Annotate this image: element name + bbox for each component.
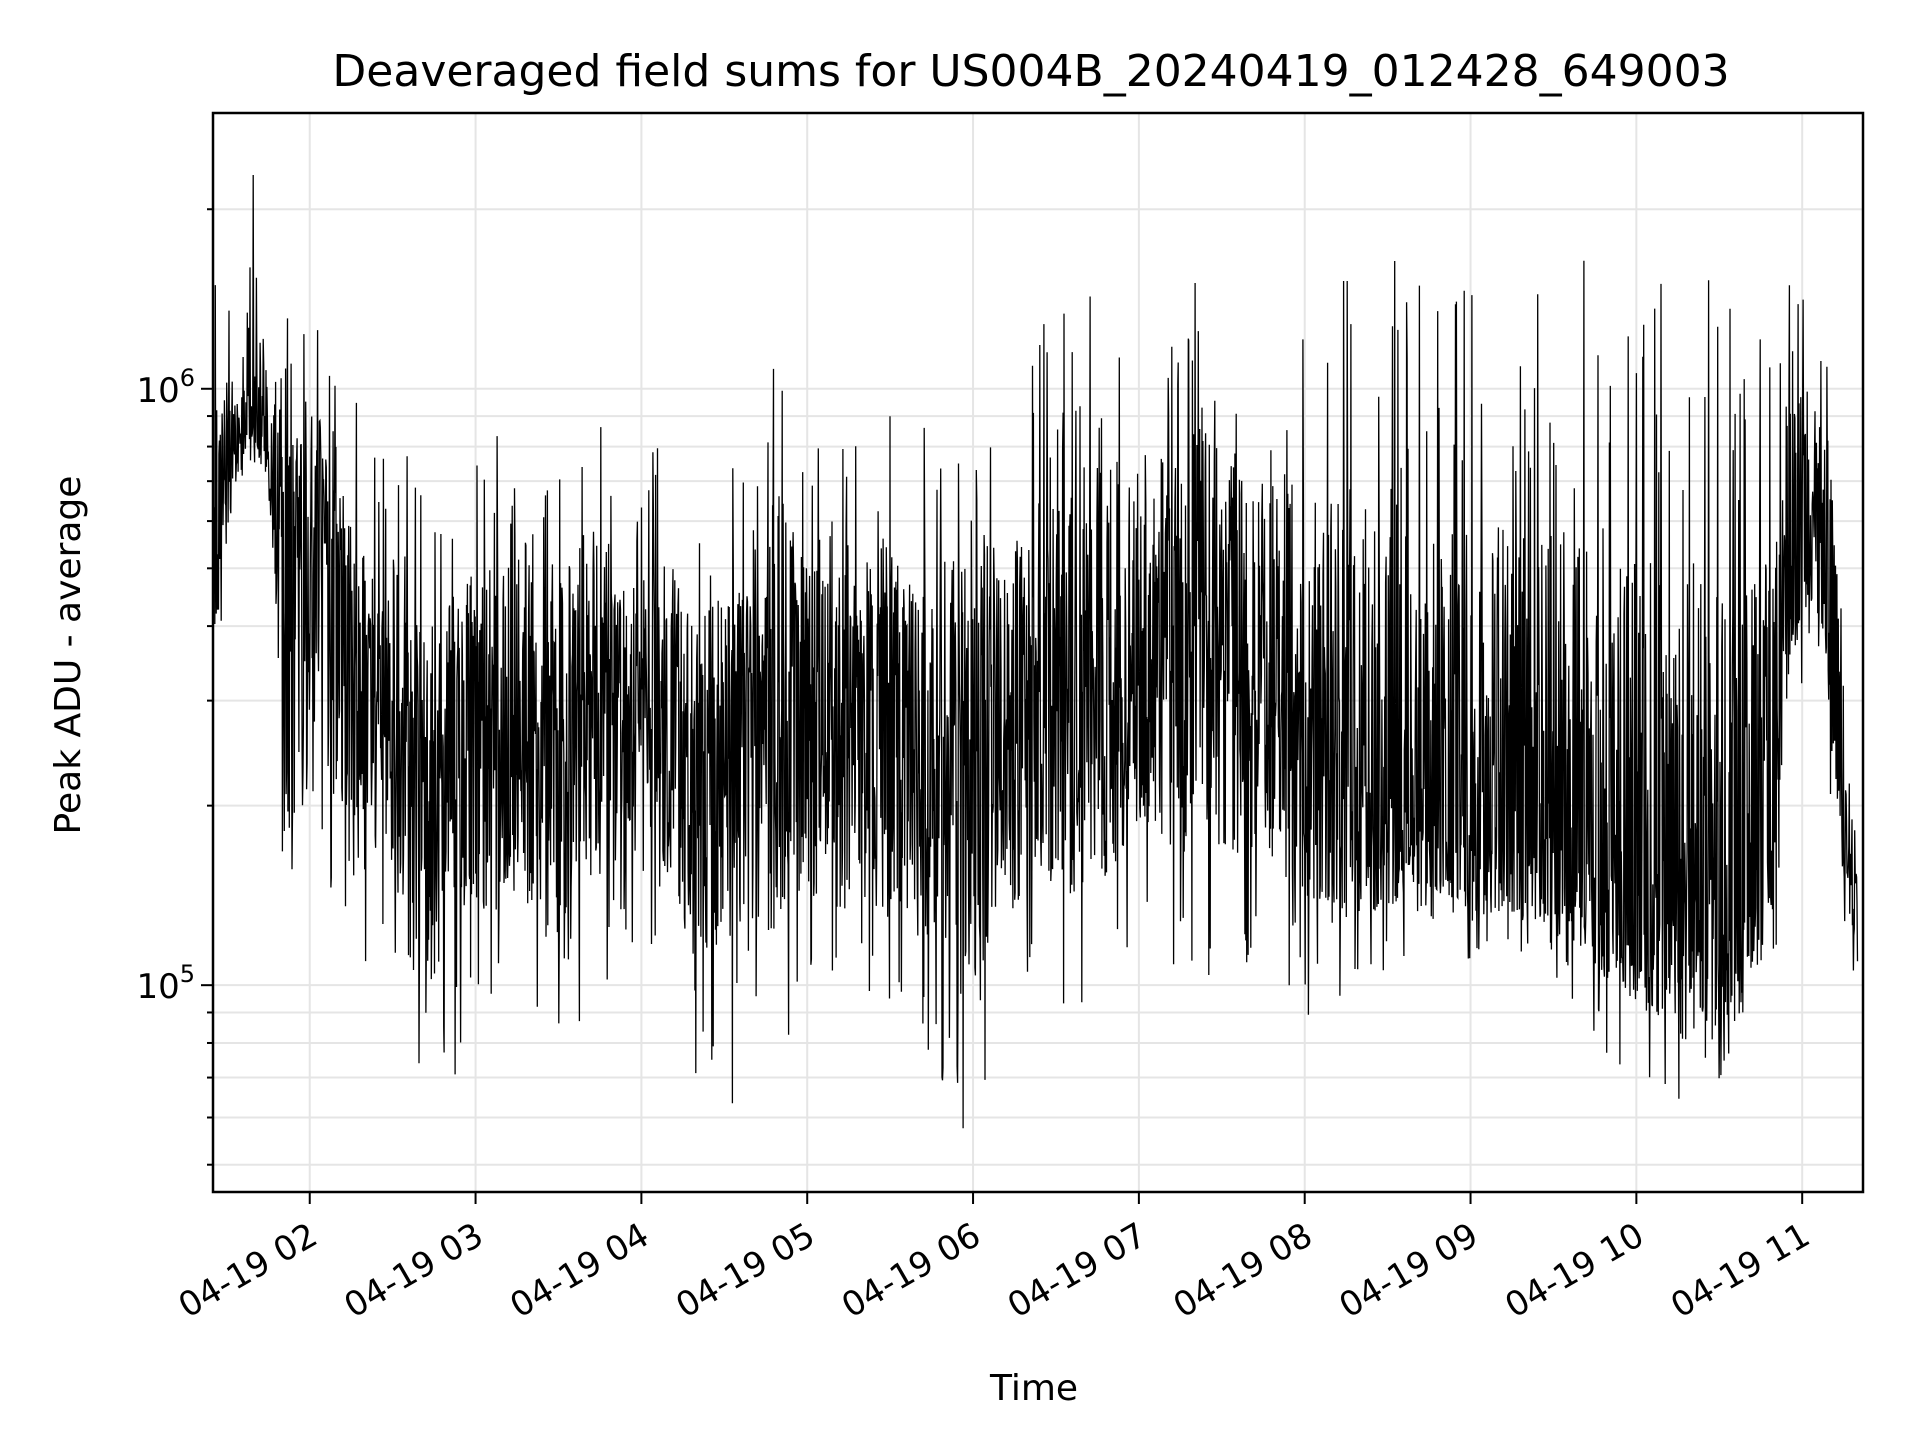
y-tick-label: 106: [136, 364, 195, 411]
axes-frame: [211, 111, 1865, 1194]
x-axis-label: Time: [989, 1368, 1078, 1409]
plot-area: [212, 174, 1859, 1129]
chart-title: Deaveraged field sums for US004B_2024041…: [332, 46, 1729, 97]
series-line: [212, 174, 1859, 1129]
y-axis: 105 106: [136, 208, 213, 1166]
y-tick-label: 105: [136, 960, 195, 1007]
y-axis-label: Peak ADU - average: [48, 476, 89, 835]
